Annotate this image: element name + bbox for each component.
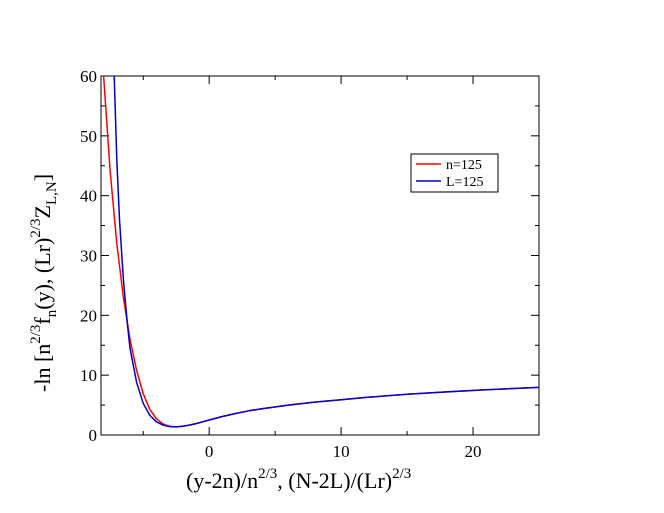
y-tick-label: 10 bbox=[80, 366, 97, 385]
y-tick-label: 0 bbox=[89, 426, 98, 445]
legend-label-n125: n=125 bbox=[446, 158, 482, 173]
y-axis-title-c-sup: 2/3 bbox=[28, 218, 44, 237]
y-tick-label: 50 bbox=[80, 127, 97, 146]
y-axis-title-a: -ln [n bbox=[30, 344, 55, 392]
series-line-l125 bbox=[113, 75, 540, 428]
y-tick-label: 30 bbox=[80, 247, 97, 266]
x-axis-title-part1-sup: 2/3 bbox=[258, 466, 277, 482]
legend: n=125 L=125 bbox=[410, 153, 499, 193]
x-tick-label: 10 bbox=[333, 442, 350, 461]
y-axis-title-b: f bbox=[30, 317, 55, 325]
tick-labels: 0 10 20 0 10 20 30 40 50 60 bbox=[80, 67, 482, 461]
plot-frame bbox=[100, 75, 540, 436]
y-axis-title-a-sup: 2/3 bbox=[28, 325, 44, 344]
x-axis-title-part1: (y-2n)/n bbox=[186, 468, 258, 493]
y-axis-title-e: ] bbox=[30, 174, 55, 181]
y-axis-title-d: Z bbox=[30, 205, 55, 218]
series-line-n125 bbox=[102, 75, 540, 428]
x-tick-label: 20 bbox=[465, 442, 482, 461]
y-axis-title-b-sub: n bbox=[44, 309, 60, 317]
series-lines bbox=[102, 75, 540, 428]
legend-label-l125: L=125 bbox=[446, 175, 483, 190]
x-axis-title: (y-2n)/n2/3, (N-2L)/(Lr)2/3 bbox=[186, 466, 411, 493]
x-axis-title-part2-sup: 2/3 bbox=[392, 466, 411, 482]
legend-box bbox=[410, 153, 499, 193]
y-axis-title-c: (y), (Lr) bbox=[30, 238, 55, 310]
x-axis-title-part2: , (N-2L)/(Lr) bbox=[277, 468, 392, 493]
axis-ticks bbox=[101, 75, 540, 436]
y-axis-title: -ln [n2/3fn(y), (Lr)2/3ZL,N] bbox=[28, 174, 60, 392]
y-axis-title-d-sub: L,N bbox=[44, 181, 60, 205]
y-tick-label: 40 bbox=[80, 187, 97, 206]
x-tick-label: 0 bbox=[205, 442, 214, 461]
y-tick-label: 20 bbox=[80, 306, 97, 325]
y-tick-label: 60 bbox=[80, 67, 97, 86]
